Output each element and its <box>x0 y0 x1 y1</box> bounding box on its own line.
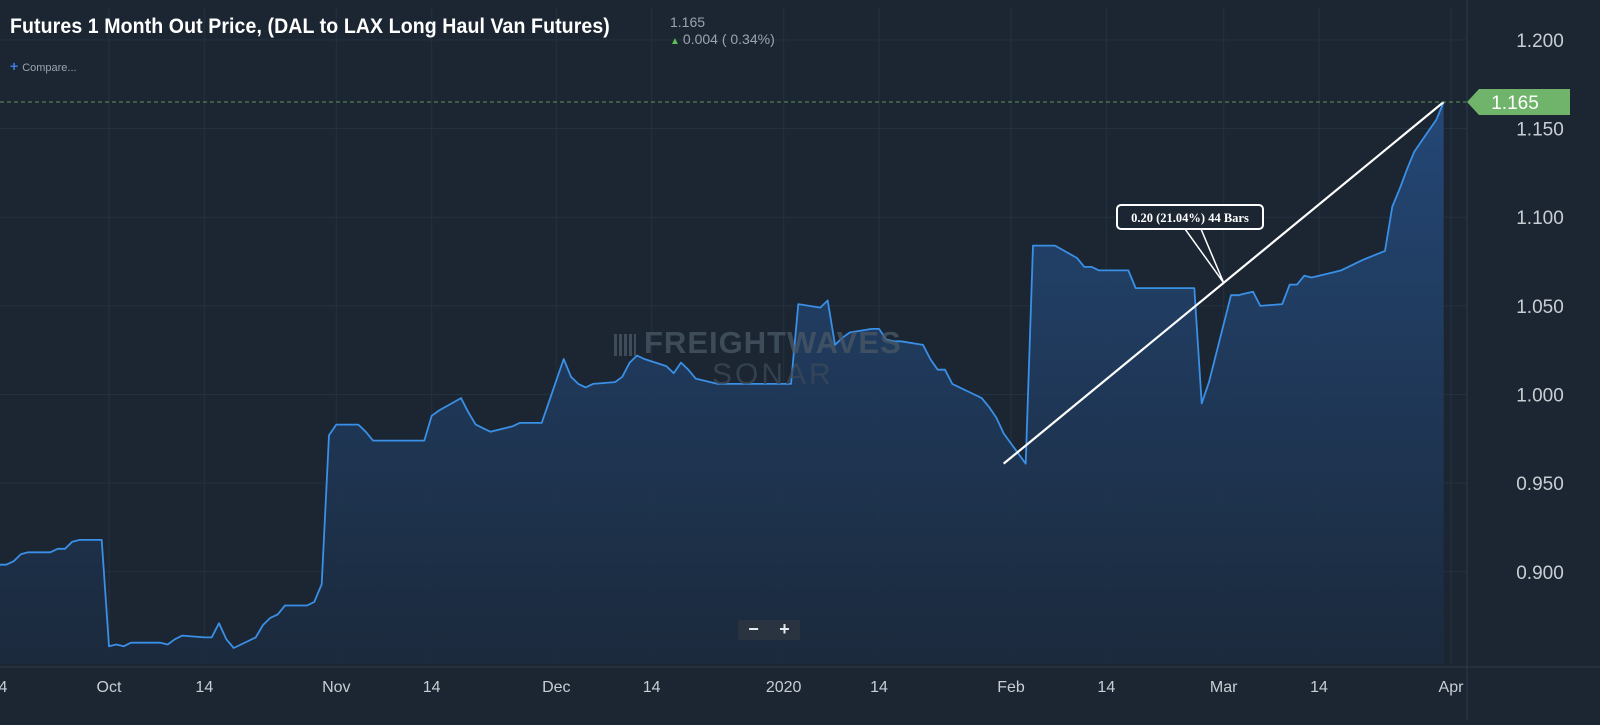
compare-label: Compare... <box>22 62 77 74</box>
x-tick-label: Apr <box>1439 679 1465 696</box>
x-tick-label: 14 <box>1097 679 1115 696</box>
compare-button[interactable]: + Compare... <box>10 58 77 74</box>
x-axis[interactable]: 4 Oct 14 Nov 14 Dec 14 2020 14 Feb 14 Mar 14 Apr <box>0 666 1600 696</box>
x-tick-label: Mar <box>1210 679 1238 696</box>
x-tick-label: 2020 <box>766 679 802 696</box>
last-price-badge-label: 1.165 <box>1491 93 1539 114</box>
x-tick-label: Oct <box>97 679 122 696</box>
last-price-badge <box>1467 88 1570 115</box>
y-axis[interactable]: 1.200 1.150 1.100 1.050 1.000 0.950 0.900 <box>1466 0 1564 720</box>
y-tick-label: 1.100 <box>1516 208 1564 229</box>
y-tick-label: 0.900 <box>1516 563 1564 584</box>
price-change-value: 0.004 ( 0.34%) <box>682 31 775 47</box>
series-line <box>0 101 1445 649</box>
zoom-out-button[interactable]: − <box>748 619 759 639</box>
x-tick-label: 4 <box>0 679 8 696</box>
y-tick-label: 1.050 <box>1516 297 1564 318</box>
plus-icon: + <box>10 58 19 74</box>
zoom-in-button[interactable]: + <box>779 619 790 639</box>
freightwaves-logo-icon <box>614 333 636 356</box>
x-tick-label: Nov <box>322 679 350 696</box>
y-tick-label: 0.950 <box>1516 474 1564 495</box>
line-series <box>0 101 1445 649</box>
watermark-sonar: SONAR <box>712 358 834 391</box>
trendline-callout-pointer <box>1183 228 1225 284</box>
y-tick-label: 1.150 <box>1516 120 1564 141</box>
last-price-line: 1.165 <box>0 88 1570 115</box>
x-tick-label: 14 <box>195 679 213 696</box>
x-tick-label: 14 <box>423 679 441 696</box>
up-arrow-icon: ▲ <box>670 36 680 47</box>
x-tick-label: 14 <box>870 679 888 696</box>
x-tick-label: Dec <box>542 679 570 696</box>
y-tick-label: 1.200 <box>1516 31 1564 52</box>
x-tick-label: 14 <box>643 679 661 696</box>
trendline-label: 0.20 (21.04%) 44 Bars <box>1131 211 1249 225</box>
price-change: ▲ 0.004 ( 0.34%) <box>670 31 775 50</box>
y-tick-label: 1.000 <box>1516 386 1564 407</box>
last-price-value: 1.165 <box>670 14 706 30</box>
area-series <box>0 102 1444 664</box>
chart-title: Futures 1 Month Out Price, (DAL to LAX L… <box>10 15 610 38</box>
x-tick-label: Feb <box>997 679 1025 696</box>
watermark-logo: FREIGHTWAVES <box>614 325 902 361</box>
area-fill <box>0 102 1444 664</box>
trendline-annotation[interactable]: 0.20 (21.04%) 44 Bars <box>1002 101 1445 465</box>
quote-box: 1.165 ▲ 0.004 ( 0.34%) <box>670 14 775 50</box>
watermark-line1: FREIGHTWAVES <box>644 325 902 360</box>
zoom-controls: − + <box>738 620 800 640</box>
x-tick-label: 14 <box>1310 679 1328 696</box>
trendline-label-box[interactable] <box>1116 204 1264 230</box>
